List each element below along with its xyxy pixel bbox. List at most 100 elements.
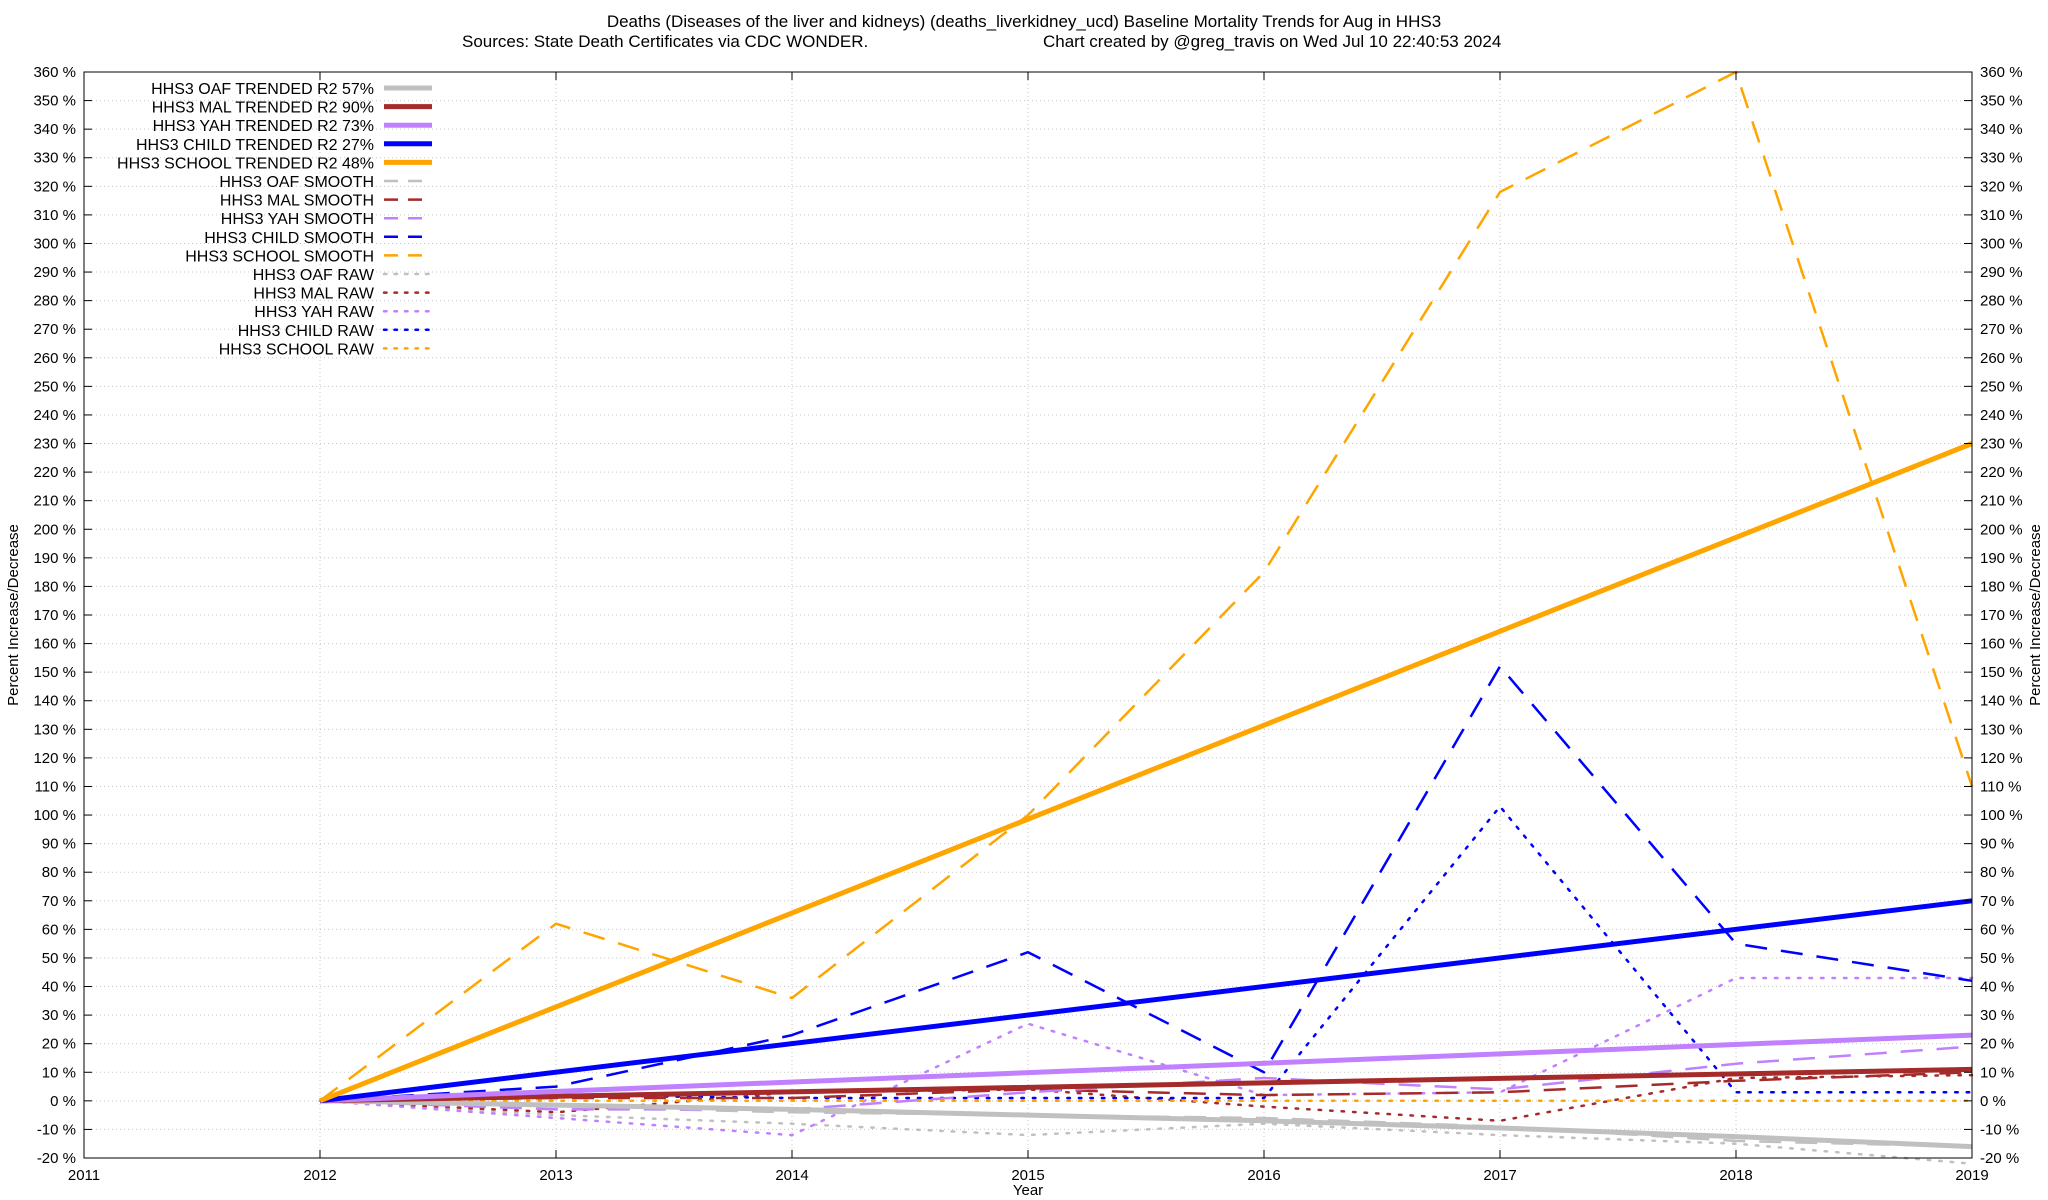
y-tick-label-left: -20 %: [37, 1150, 76, 1167]
y-tick-label-right: 80 %: [1980, 864, 2014, 881]
x-tick-label: 2016: [1247, 1167, 1280, 1184]
chart-title-line1: Deaths (Diseases of the liver and kidney…: [607, 12, 1441, 31]
legend-label: HHS3 YAH RAW: [254, 304, 375, 321]
y-tick-label-right: 200 %: [1980, 521, 2023, 538]
series-line: [319, 1098, 1973, 1150]
y-tick-label-left: 280 %: [33, 293, 76, 310]
y-tick-label-left: 80 %: [42, 864, 76, 881]
legend-label: HHS3 CHILD TRENDED R2 27%: [136, 137, 374, 154]
x-tick-label: 2018: [1719, 1167, 1752, 1184]
y-tick-label-right: 270 %: [1980, 321, 2023, 338]
series-line: [319, 1071, 1973, 1103]
grid-lines: [83, 71, 1973, 1159]
y-tick-label-right: 50 %: [1980, 950, 2014, 967]
y-tick-label-left: 90 %: [42, 836, 76, 853]
legend-label: HHS3 OAF RAW: [253, 267, 375, 284]
y-tick-label-left: 10 %: [42, 1064, 76, 1081]
y-tick-label-right: 70 %: [1980, 893, 2014, 910]
y-tick-label-left: 70 %: [42, 893, 76, 910]
series-line: [319, 1066, 1973, 1104]
y-tick-label-left: 50 %: [42, 950, 76, 967]
legend-label: HHS3 CHILD SMOOTH: [204, 230, 374, 247]
legend-label: HHS3 SCHOOL RAW: [219, 341, 375, 358]
y-tick-label-right: 290 %: [1980, 264, 2023, 281]
x-tick-label: 2019: [1955, 1167, 1988, 1184]
y-tick-label-right: 210 %: [1980, 493, 2023, 510]
y-tick-label-left: 30 %: [42, 1007, 76, 1024]
y-tick-label-left: 220 %: [33, 464, 76, 481]
legend-label: HHS3 OAF SMOOTH: [219, 174, 374, 191]
y-tick-label-left: 100 %: [33, 807, 76, 824]
y-tick-label-left: 320 %: [33, 178, 76, 195]
y-tick-label-left: 340 %: [33, 121, 76, 138]
y-axis-label-right: Percent Increase/Decrease: [2027, 524, 2044, 706]
legend-label: HHS3 SCHOOL TRENDED R2 48%: [117, 155, 374, 172]
series-line: [318, 976, 1974, 1137]
y-tick-label-left: 180 %: [33, 578, 76, 595]
y-tick-label-left: 350 %: [33, 93, 76, 110]
y-tick-label-left: 40 %: [42, 979, 76, 996]
y-tick-label-right: 250 %: [1980, 378, 2023, 395]
series-line: [318, 1099, 1974, 1165]
y-tick-label-left: 110 %: [35, 778, 76, 795]
y-tick-label-left: 240 %: [33, 407, 76, 424]
y-tick-label-right: 300 %: [1980, 235, 2023, 252]
y-tick-label-left: 330 %: [33, 150, 76, 167]
y-tick-label-left: 190 %: [33, 550, 76, 567]
y-tick-label-left: 20 %: [42, 1036, 76, 1053]
x-tick-label: 2015: [1011, 1167, 1044, 1184]
y-tick-label-left: 140 %: [33, 693, 76, 710]
y-tick-label-right: 20 %: [1980, 1036, 2014, 1053]
legend-label: HHS3 OAF TRENDED R2 57%: [151, 81, 374, 98]
y-tick-label-right: 310 %: [1980, 207, 2023, 224]
y-tick-label-right: -20 %: [1980, 1150, 2019, 1167]
series-line: [319, 1032, 1973, 1104]
y-tick-label-left: 0 %: [50, 1093, 76, 1110]
series-line: [319, 665, 1973, 1103]
legend-label: HHS3 YAH SMOOTH: [221, 211, 374, 228]
y-tick-label-right: 190 %: [1980, 550, 2023, 567]
y-tick-label-right: 60 %: [1980, 921, 2014, 938]
y-tick-label-right: 360 %: [1980, 64, 2023, 81]
series-line: [319, 1045, 1973, 1111]
x-axis-label: Year: [1013, 1182, 1043, 1199]
x-tick-label: 2014: [775, 1167, 808, 1184]
y-tick-label-right: 0 %: [1980, 1093, 2006, 1110]
y-tick-label-right: 140 %: [1980, 693, 2023, 710]
y-tick-label-right: 100 %: [1980, 807, 2023, 824]
y-tick-label-right: 130 %: [1980, 721, 2023, 738]
y-tick-label-right: 160 %: [1980, 636, 2023, 653]
y-tick-label-left: 310 %: [33, 207, 76, 224]
x-tick-label: 2013: [539, 1167, 572, 1184]
legend-label: HHS3 MAL TRENDED R2 90%: [152, 100, 374, 117]
y-tick-label-left: 160 %: [33, 636, 76, 653]
y-tick-label-right: 10 %: [1980, 1064, 2014, 1081]
y-tick-label-right: 150 %: [1980, 664, 2023, 681]
y-tick-label-right: 240 %: [1980, 407, 2023, 424]
y-tick-label-right: 340 %: [1980, 121, 2023, 138]
y-tick-label-right: 40 %: [1980, 979, 2014, 996]
legend-label: HHS3 SCHOOL SMOOTH: [185, 248, 374, 265]
y-tick-label-right: 110 %: [1980, 778, 2021, 795]
y-tick-label-right: -10 %: [1980, 1121, 2019, 1138]
y-tick-label-left: 230 %: [33, 436, 76, 453]
y-tick-label-right: 230 %: [1980, 436, 2023, 453]
y-tick-label-left: 360 %: [33, 64, 76, 81]
chart-title-line2-left: Sources: State Death Certificates via CD…: [462, 32, 868, 51]
y-tick-label-left: 150 %: [33, 664, 76, 681]
y-tick-label-left: -10 %: [37, 1121, 76, 1138]
y-tick-label-left: 200 %: [33, 521, 76, 538]
series-line: [318, 1073, 1974, 1123]
x-tick-label: 2017: [1483, 1167, 1516, 1184]
x-tick-label: 2012: [303, 1167, 336, 1184]
y-tick-label-right: 280 %: [1980, 293, 2023, 310]
y-tick-label-left: 270 %: [33, 321, 76, 338]
legend-label: HHS3 CHILD RAW: [238, 323, 375, 340]
y-tick-label-right: 180 %: [1980, 578, 2023, 595]
y-tick-label-right: 220 %: [1980, 464, 2023, 481]
y-tick-label-right: 170 %: [1980, 607, 2023, 624]
y-tick-label-right: 120 %: [1980, 750, 2023, 767]
y-tick-label-left: 170 %: [33, 607, 76, 624]
x-tick-label: 2011: [68, 1167, 100, 1184]
